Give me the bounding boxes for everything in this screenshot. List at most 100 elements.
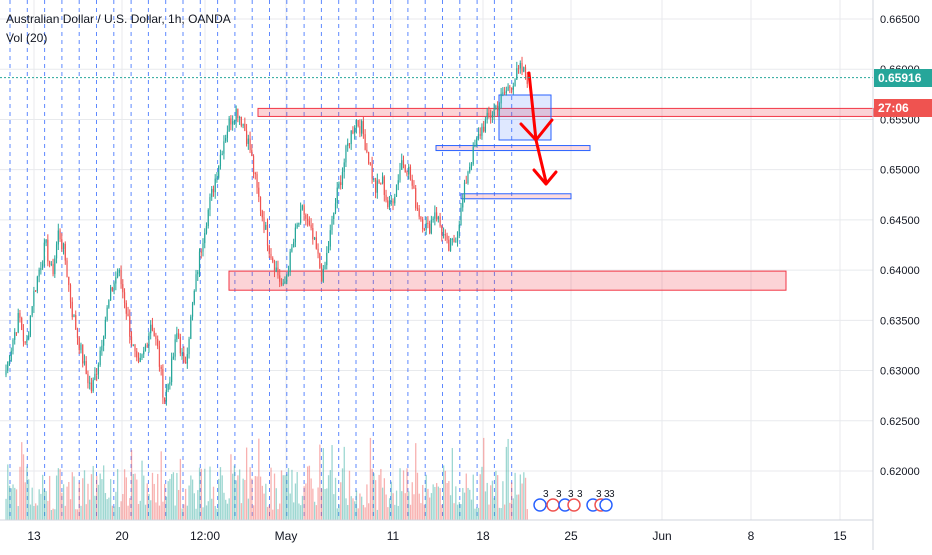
event-marker-icon[interactable] <box>533 498 547 512</box>
candle-body <box>116 272 119 278</box>
volume-bar <box>420 503 422 520</box>
volume-bar <box>143 475 145 520</box>
drawn-zones[interactable] <box>228 94 875 291</box>
candle-body <box>348 143 351 145</box>
volume-bar <box>394 504 396 520</box>
candle-body <box>244 123 246 131</box>
candle-body <box>395 184 398 197</box>
candle-body <box>364 134 366 150</box>
volume-bar <box>408 491 410 520</box>
small-box-1[interactable] <box>435 145 591 152</box>
volume-bar <box>266 506 269 520</box>
volume-bar <box>446 483 448 520</box>
volume-bar <box>52 508 54 520</box>
volume-bar <box>92 465 94 520</box>
volume-bar <box>352 498 354 520</box>
volume-bar <box>521 483 523 520</box>
volume-legend[interactable]: Vol (20) <box>6 31 48 45</box>
volume-bar <box>519 474 521 520</box>
volume-bar <box>378 474 380 520</box>
volume-bar <box>12 484 14 520</box>
candle-body <box>456 231 459 242</box>
candle-body <box>167 384 169 391</box>
volume-bar <box>116 469 119 520</box>
candle-body <box>373 178 375 180</box>
candle-body <box>8 360 11 362</box>
volume-bar <box>341 468 344 520</box>
volume-bar <box>371 468 373 520</box>
candle-body <box>294 227 296 243</box>
candle-body <box>265 224 267 230</box>
symbol-title[interactable]: Australian Dollar / U.S. Dollar, 1h, OAN… <box>6 12 231 26</box>
candle-body <box>226 131 229 139</box>
volume-bar <box>137 503 140 520</box>
candle-body <box>78 337 80 351</box>
candle-body <box>402 160 405 165</box>
volume-bar <box>354 501 356 520</box>
volume-bar <box>22 454 25 520</box>
candle-body <box>308 220 310 225</box>
candle-body <box>415 188 417 208</box>
event-marker-icon[interactable] <box>567 498 581 512</box>
drawn-arrows[interactable] <box>519 71 558 186</box>
volume-bar <box>516 494 518 520</box>
volume-bar <box>312 488 314 520</box>
price-tick-label: 0.62500 <box>880 416 920 428</box>
time-axis[interactable]: 13 20 12:00 May 11 18 25 Jun 8 15 <box>0 519 873 543</box>
volume-bar <box>429 497 431 520</box>
volume-bar <box>427 488 429 520</box>
volume-bar <box>111 505 114 520</box>
volume-bar <box>336 508 338 520</box>
volume-bar <box>230 454 232 520</box>
volume-bar <box>416 472 419 520</box>
candle-body <box>247 138 249 144</box>
upper-resistance-zone[interactable] <box>257 107 875 117</box>
volume-bar <box>293 502 295 520</box>
event-marker-count: 3 <box>577 489 583 500</box>
volume-bar <box>484 491 487 520</box>
arrow-down-1[interactable] <box>527 71 538 142</box>
candle-body <box>200 251 202 253</box>
volume-bar <box>324 488 326 520</box>
volume-bar <box>252 505 255 520</box>
arrow-down-2[interactable] <box>534 138 548 184</box>
event-marker-count: 3 <box>596 489 602 500</box>
volume-bar <box>329 470 331 520</box>
candle-body <box>408 166 410 175</box>
volume-bar <box>460 504 462 520</box>
candle-body <box>268 245 270 254</box>
candle-body <box>315 237 317 249</box>
small-box-2[interactable] <box>460 193 572 200</box>
volume-bar <box>130 450 133 520</box>
candle-body <box>218 166 220 178</box>
lower-support-zone[interactable] <box>228 270 787 291</box>
candle-body <box>354 127 356 134</box>
volume-bar <box>5 498 7 520</box>
candle-body <box>232 121 234 125</box>
candle-body <box>380 182 382 184</box>
volume-bar <box>279 503 281 520</box>
volume-bar <box>24 482 26 520</box>
volume-bar <box>317 487 319 520</box>
candle-body <box>252 155 255 174</box>
event-marker-count: 3 <box>609 489 615 500</box>
candle-body <box>509 86 511 88</box>
event-marker-icon[interactable] <box>599 498 613 512</box>
candle-body <box>357 120 359 127</box>
candle-body <box>45 239 47 243</box>
arrow-head-2[interactable] <box>532 168 558 186</box>
volume-bar <box>385 494 387 520</box>
time-tick-label: 20 <box>115 529 129 543</box>
volume-bar <box>144 504 147 520</box>
candle-body <box>96 373 98 375</box>
event-marker-icon[interactable] <box>546 498 560 512</box>
volume-bar <box>211 498 213 520</box>
candle-body <box>69 285 72 302</box>
candle-body <box>470 164 473 167</box>
candle-body <box>169 382 171 385</box>
volume-bar <box>157 473 159 520</box>
candle-body <box>465 182 467 184</box>
